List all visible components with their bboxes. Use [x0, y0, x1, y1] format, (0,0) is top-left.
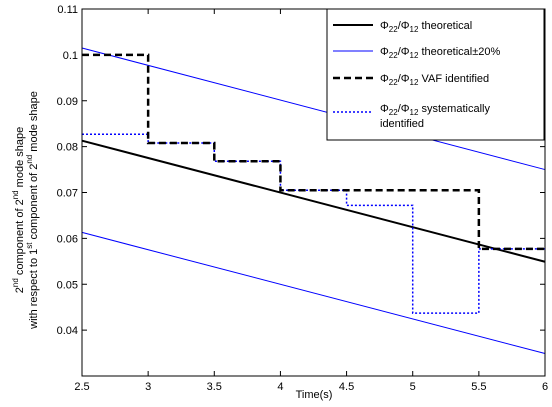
- y-tick-label: 0.1: [63, 50, 78, 62]
- x-tick-label: 2.5: [74, 381, 89, 393]
- legend-label-theoretical-20: Φ22/Φ12 theoretical±20%: [380, 46, 501, 60]
- x-tick-label: 3: [145, 381, 151, 393]
- y-tick-label: 0.08: [57, 142, 78, 154]
- x-tick-label: 4.5: [339, 381, 354, 393]
- y-tick-label: 0.11: [57, 4, 78, 16]
- y-axis-title: 2nd component of 2nd mode shape with res…: [11, 91, 40, 330]
- series-theoretical: [81, 139, 546, 263]
- series-theoretical-20-lower: [81, 231, 546, 355]
- x-tick-label: 5: [410, 381, 416, 393]
- legend: Φ22/Φ12 theoretical Φ22/Φ12 theoretical±…: [326, 8, 545, 141]
- y-tick-label: 0.09: [57, 96, 78, 108]
- legend-label-systematic-line2: identified: [380, 118, 424, 130]
- y-tick-label: 0.07: [57, 188, 78, 200]
- y-axis-title-line2: with respect to 1st component of 2nd mod…: [25, 91, 40, 330]
- series-layer: [81, 47, 546, 355]
- series-vaf-identified: [82, 53, 545, 251]
- x-tick-label: 5.5: [471, 381, 486, 393]
- x-tick-label: 4: [277, 381, 283, 393]
- x-tick-label: 3.5: [207, 381, 222, 393]
- x-tick-label: 6: [542, 381, 548, 393]
- legend-box: [326, 8, 545, 141]
- y-axis-title-line1: 2nd component of 2nd mode shape: [11, 127, 26, 293]
- y-tick-label: 0.05: [57, 279, 78, 291]
- y-tick-label: 0.06: [57, 233, 78, 245]
- legend-label-systematic: Φ22/Φ12 systematically: [380, 103, 490, 117]
- x-axis-title: Time(s): [296, 389, 333, 401]
- series-theoretical-20-upper: [81, 47, 546, 171]
- ticks-layer: 2.5 3 3.5 4 4.5 5 5.5 6 0.04 0.05 0.06 0.07 0.08 0.09…: [57, 4, 548, 393]
- legend-label-theoretical: Φ22/Φ12 theoretical: [380, 20, 472, 34]
- y-tick-label: 0.04: [57, 325, 78, 337]
- legend-label-vaf: Φ22/Φ12 VAF identified: [380, 73, 489, 87]
